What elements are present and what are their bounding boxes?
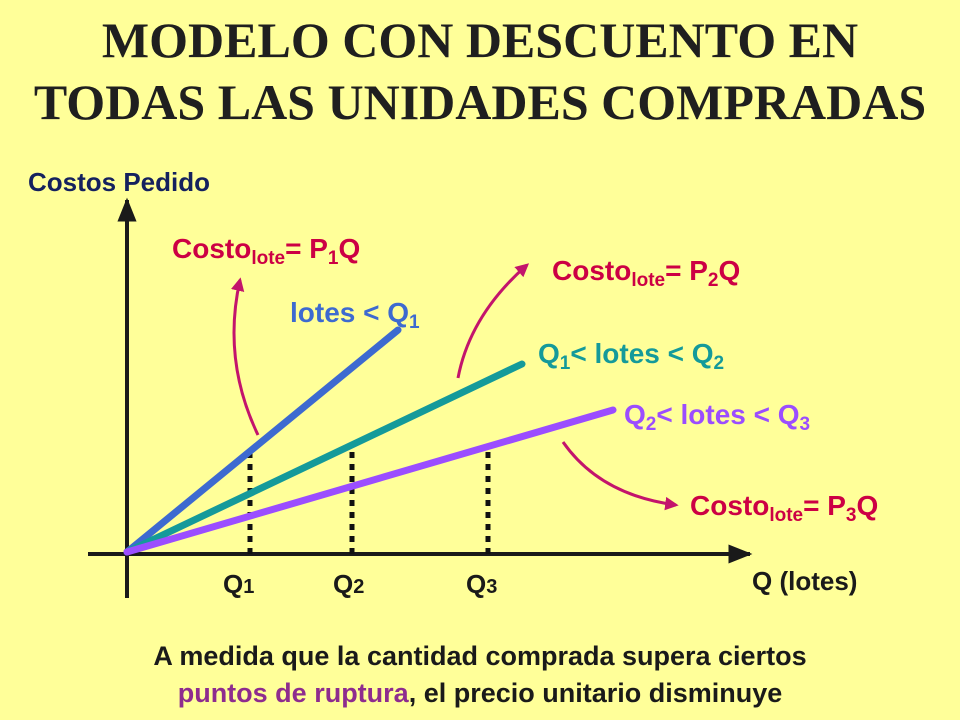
arrow-to-cost-label-3 xyxy=(561,441,679,511)
breakpoint-label-q2: Q2 xyxy=(333,569,364,599)
line-label-2: Q1< lotes < Q2 xyxy=(538,338,724,374)
footer-line-1: A medida que la cantidad comprada supera… xyxy=(153,641,807,671)
cost-line-3 xyxy=(123,406,617,556)
title-line-1: MODELO CON DESCUENTO EN xyxy=(101,12,859,68)
breakpoint-label-q1: Q1 xyxy=(223,569,254,599)
cost-label-1: Costolote= P1Q xyxy=(172,233,360,269)
x-axis-label: Q (lotes) xyxy=(752,566,857,596)
footer-line-2: puntos de ruptura, el precio unitario di… xyxy=(0,675,960,711)
line-label-1: lotes < Q1 xyxy=(290,297,420,333)
breakpoint-label-q3: Q3 xyxy=(466,569,497,599)
y-axis-label: Costos Pedido xyxy=(28,167,210,197)
arrow-to-cost-label-1 xyxy=(231,277,260,436)
cost-label-3: Costolote= P3Q xyxy=(690,490,878,526)
line-label-3: Q2< lotes < Q3 xyxy=(624,399,810,435)
arrow-to-cost-label-2 xyxy=(456,263,530,379)
footer-highlight: puntos de ruptura xyxy=(177,678,409,708)
cost-line-1 xyxy=(123,326,402,556)
footer-rest: , el precio unitario disminuye xyxy=(408,678,783,708)
cost-label-2: Costolote= P2Q xyxy=(552,255,740,291)
cost-line-2 xyxy=(123,360,526,556)
title-line-2: TODAS LAS UNIDADES COMPRADAS xyxy=(33,74,927,130)
